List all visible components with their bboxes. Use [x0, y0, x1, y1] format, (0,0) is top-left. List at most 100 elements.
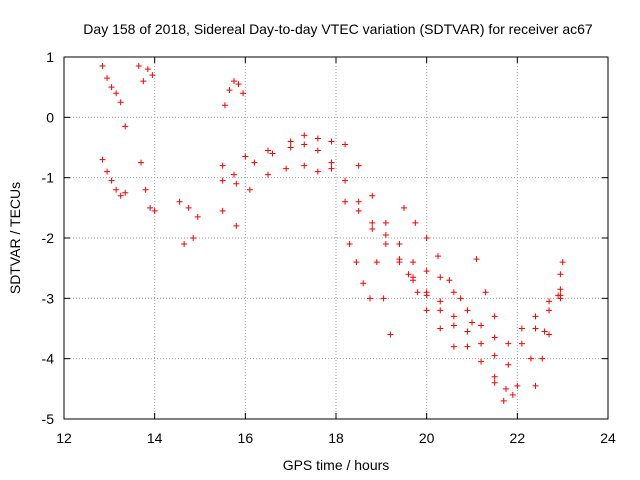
data-point [437, 325, 444, 332]
data-point [108, 84, 115, 91]
data-point [240, 90, 247, 97]
series-arc-12 [401, 204, 475, 326]
y-tick-label: 1 [46, 49, 54, 65]
series-arc-8 [219, 141, 564, 368]
data-point [235, 81, 242, 88]
data-point [135, 63, 142, 70]
data-point [387, 331, 394, 338]
data-point [265, 147, 271, 154]
data-point [518, 325, 525, 332]
y-tick-label: 0 [46, 109, 54, 125]
chart-title: Day 158 of 2018, Sidereal Day-to-day VTE… [83, 21, 593, 37]
x-tick-label: 14 [147, 430, 163, 446]
grid-lines [64, 57, 608, 419]
data-point [491, 373, 498, 380]
data-point [532, 325, 539, 332]
data-point [396, 241, 403, 248]
x-tick-label: 18 [328, 430, 344, 446]
data-point [301, 132, 308, 139]
data-point [546, 298, 553, 305]
data-point [414, 289, 421, 296]
data-point [491, 334, 498, 341]
data-point [233, 180, 240, 187]
series-arc-3 [135, 63, 156, 85]
data-point [423, 292, 430, 299]
data-point [500, 397, 507, 404]
x-tick-label: 22 [510, 430, 526, 446]
data-point [557, 286, 564, 293]
series-arc-11 [373, 259, 394, 338]
series-arc-5 [176, 198, 201, 248]
data-point [450, 322, 457, 329]
data-point [557, 271, 564, 278]
data-point [314, 168, 321, 175]
data-point [423, 307, 430, 314]
data-point [382, 231, 389, 238]
data-point [380, 295, 387, 302]
data-point [514, 382, 521, 389]
data-point [287, 138, 294, 145]
data-point [149, 72, 156, 79]
data-point [104, 75, 111, 82]
data-point [314, 135, 321, 142]
y-tick-label: -4 [42, 351, 55, 367]
data-point [437, 274, 444, 281]
data-point [355, 162, 362, 169]
data-point [405, 271, 412, 278]
data-point [99, 63, 106, 70]
series-arc-1 [99, 63, 129, 130]
data-point [532, 313, 539, 320]
data-point [437, 298, 444, 305]
data-point [546, 331, 553, 338]
data-point [478, 322, 485, 329]
series-arc-10 [346, 241, 373, 302]
data-point [194, 213, 201, 220]
data-point [437, 307, 444, 314]
data-point [373, 259, 380, 266]
y-tick-label: -3 [42, 290, 55, 306]
data-point [151, 207, 158, 214]
data-point [559, 259, 566, 266]
x-tick-label: 20 [419, 430, 435, 446]
data-point [328, 138, 335, 145]
data-point [342, 198, 349, 205]
data-point [457, 295, 464, 302]
x-tick-labels: 12 14 16 18 20 22 24 [56, 430, 616, 446]
series-arc-4 [138, 159, 158, 214]
data-point [396, 256, 403, 263]
series-arc-15 [491, 379, 516, 404]
data-point [423, 268, 430, 275]
data-point [369, 219, 376, 226]
data-point [539, 355, 546, 362]
data-point [464, 343, 471, 350]
data-point [546, 307, 553, 314]
data-point [355, 207, 362, 214]
data-point [435, 253, 441, 260]
series-arc-7 [219, 132, 564, 347]
series-arc-17 [555, 259, 566, 299]
data-point [450, 343, 457, 350]
x-tick-label: 16 [238, 430, 254, 446]
data-point [505, 340, 512, 347]
data-point [231, 171, 237, 178]
x-tick-label: 24 [600, 430, 616, 446]
data-point [108, 177, 115, 184]
data-point [251, 159, 258, 166]
data-point [287, 144, 294, 151]
data-point [469, 319, 475, 326]
data-point [99, 156, 106, 163]
data-point [246, 186, 253, 193]
data-point [382, 241, 389, 248]
data-point [369, 192, 376, 199]
data-point [190, 235, 197, 241]
data-point [117, 99, 124, 106]
data-point [140, 78, 147, 85]
data-point [555, 292, 562, 299]
data-point [147, 204, 154, 211]
data-point [117, 192, 124, 199]
data-point [269, 150, 276, 157]
data-point [342, 177, 349, 184]
data-point [541, 328, 548, 335]
data-point [410, 259, 417, 266]
data-point [410, 274, 417, 281]
